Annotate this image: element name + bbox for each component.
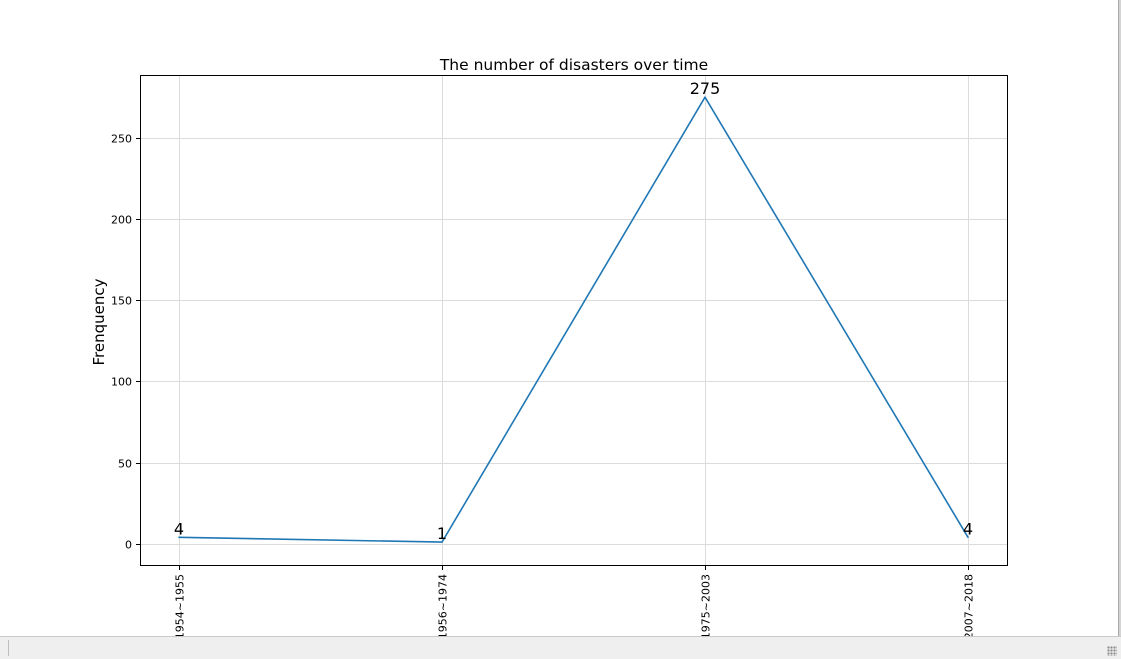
status-bar [0,636,1121,659]
y-tick-label: 100 [111,376,132,389]
y-tick-label: 50 [118,458,132,471]
data-point [441,541,443,543]
y-axis-label: Frenquency [90,278,108,365]
y-axis: 0 50 100 150 200 250 [111,133,140,552]
data-point [704,96,706,99]
data-label: 275 [690,79,721,98]
data-label: 4 [174,519,184,538]
x-tick-label: 1956~1974 [437,574,450,639]
plot-area-frame [140,75,1008,566]
x-axis: 1954~1955 1956~1974 1975~2003 2007~2018 [174,566,976,639]
y-tick-label: 200 [111,214,132,227]
series-group [178,96,969,543]
data-point [967,536,969,539]
window-edge [1118,0,1121,659]
x-tick-label: 1954~1955 [174,574,187,639]
series-line [178,96,969,543]
y-tick-label: 250 [111,133,132,146]
data-label: 4 [963,519,973,538]
gridlines [140,75,1008,566]
data-label: 1 [437,524,447,543]
x-tick-label: 1975~2003 [700,574,713,639]
resize-grip-icon[interactable] [1107,646,1117,656]
status-separator [8,640,9,656]
y-tick-label: 0 [125,539,132,552]
data-labels-group: 4 1 275 4 [174,79,973,543]
x-tick-label: 2007~2018 [963,574,976,639]
data-point [178,536,180,539]
chart-title: The number of disasters over time [439,56,708,74]
y-tick-label: 150 [111,295,132,308]
